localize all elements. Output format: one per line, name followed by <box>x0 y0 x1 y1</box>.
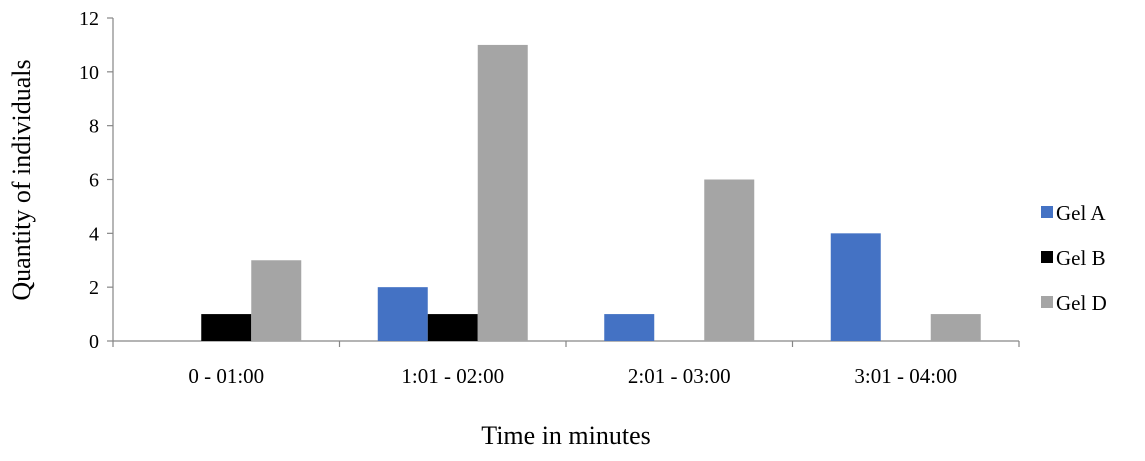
category-labels: 0 - 01:00 1:01 - 02:00 2:01 - 03:00 3:01 - … <box>188 364 957 388</box>
category-label: 2:01 - 03:00 <box>628 364 731 388</box>
y-tick-label: 8 <box>89 116 99 138</box>
legend-swatch <box>1041 206 1053 218</box>
x-axis-title: Time in minutes <box>481 421 651 450</box>
category-label: 0 - 01:00 <box>188 364 264 388</box>
legend-label: Gel B <box>1056 246 1106 270</box>
category-label: 1:01 - 02:00 <box>401 364 504 388</box>
y-tick-label: 10 <box>79 62 99 84</box>
y-ticks: 0 2 4 6 8 10 12 <box>79 8 113 353</box>
bars <box>201 44 981 342</box>
bar-gel-a-3 <box>830 233 881 341</box>
y-tick-label: 12 <box>79 8 99 30</box>
bar-gel-a-2 <box>604 314 655 341</box>
category-label: 3:01 - 04:00 <box>854 364 957 388</box>
bar-gel-b-0 <box>201 314 252 341</box>
y-tick-label: 2 <box>89 277 99 299</box>
legend-swatch <box>1041 251 1053 263</box>
bar-gel-d-1 <box>477 44 528 342</box>
legend: Gel A Gel B Gel D <box>1041 201 1107 315</box>
bar-gel-d-3 <box>930 314 981 341</box>
legend-label: Gel A <box>1056 201 1106 225</box>
axes <box>112 18 1019 342</box>
y-tick-label: 6 <box>89 170 99 192</box>
bar-gel-d-0 <box>251 260 302 341</box>
bar-gel-a-1 <box>377 287 428 341</box>
y-tick-label: 4 <box>89 223 99 245</box>
x-ticks <box>112 341 1020 347</box>
y-tick-label: 0 <box>89 331 99 353</box>
bar-gel-d-2 <box>704 179 755 341</box>
y-axis-title: Quantity of individuals <box>7 59 36 300</box>
legend-swatch <box>1041 296 1053 308</box>
legend-label: Gel D <box>1056 291 1107 315</box>
bar-gel-b-1 <box>427 314 478 341</box>
